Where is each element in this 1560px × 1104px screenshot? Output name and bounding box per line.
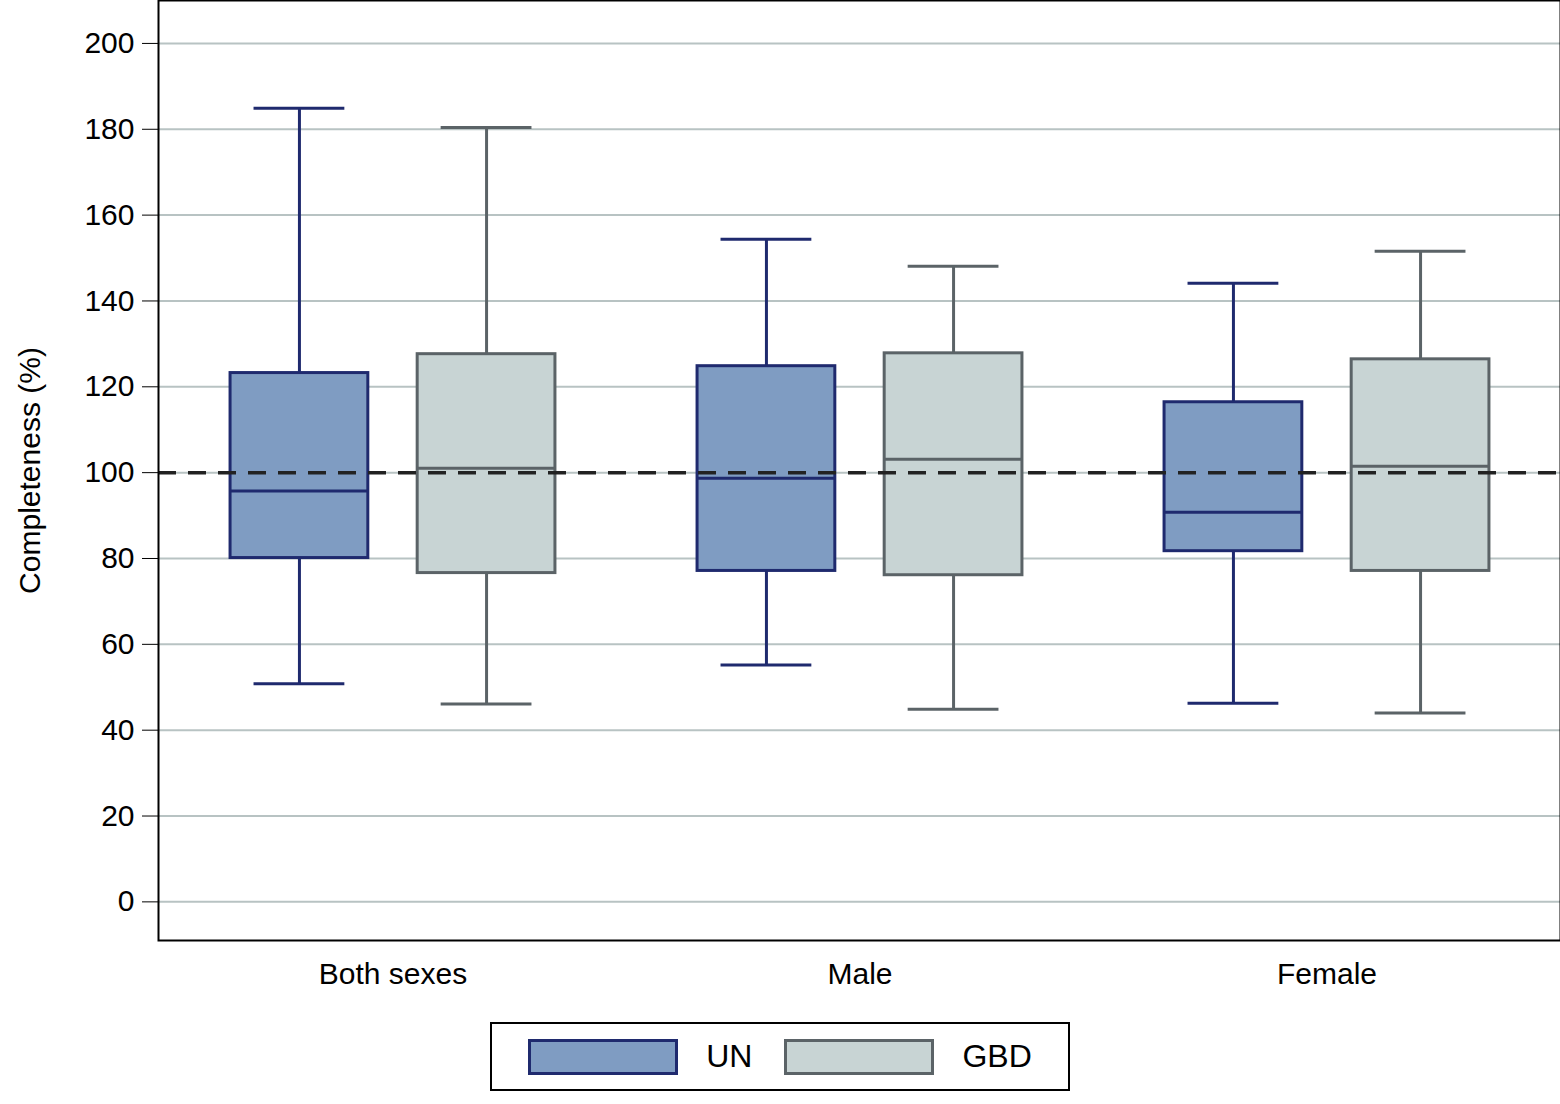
svg-text:Completeness (%): Completeness (%) bbox=[13, 347, 46, 594]
svg-text:120: 120 bbox=[84, 369, 134, 402]
svg-text:Female: Female bbox=[1277, 957, 1377, 990]
svg-text:Both sexes: Both sexes bbox=[319, 957, 467, 990]
svg-text:140: 140 bbox=[84, 284, 134, 317]
svg-text:40: 40 bbox=[101, 713, 134, 746]
svg-text:160: 160 bbox=[84, 198, 134, 231]
svg-text:80: 80 bbox=[101, 541, 134, 574]
html-text:UN: UN bbox=[706, 1038, 753, 1074]
svg-text:100: 100 bbox=[84, 455, 134, 488]
svg-text:200: 200 bbox=[84, 26, 134, 59]
svg-text:180: 180 bbox=[84, 112, 134, 145]
svg-text:0: 0 bbox=[118, 884, 135, 917]
svg-text:20: 20 bbox=[101, 799, 134, 832]
html-text:GBD: GBD bbox=[962, 1038, 1032, 1074]
svg-text:60: 60 bbox=[101, 627, 134, 660]
svg-text:Male: Male bbox=[827, 957, 892, 990]
